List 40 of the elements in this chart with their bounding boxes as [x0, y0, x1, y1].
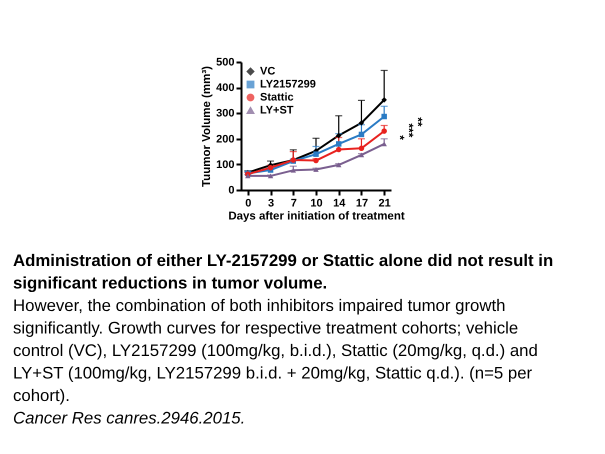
legend-label: VC — [260, 66, 276, 78]
point — [336, 141, 342, 147]
point — [381, 97, 387, 103]
point — [358, 152, 364, 158]
x-tick-label: 0 — [245, 198, 252, 210]
x-axis-title: Days after initiation of treatment — [228, 210, 405, 222]
point — [381, 142, 387, 146]
point — [268, 174, 274, 178]
point — [268, 164, 274, 170]
point — [381, 128, 387, 134]
y-tick-label: 100 — [216, 158, 234, 171]
point — [358, 146, 364, 152]
point — [313, 151, 319, 157]
text: However, the combination of both inhibitors impaired tumor growth significantly. Growth curves for respective treatment cohorts; vehicle control (VC), LY2157299 (100mg/kg, b.i.d.), Stattic (20mg/kg, q.d.) and LY+ST (100mg/kg, LY2157299 b.i.d. + 20mg/kg, Stattic q.d.). (n=5 per cohort). — [13, 296, 538, 405]
x-tick-label: 21 — [378, 198, 391, 210]
point — [336, 146, 342, 152]
legend-label: LY+ST — [260, 104, 294, 116]
x-tick-label: 17 — [356, 198, 368, 210]
y-tick-label: 200 — [216, 133, 234, 146]
point — [336, 162, 342, 168]
point — [313, 158, 319, 164]
y-tick-label: 300 — [216, 108, 234, 120]
y-tick-label: 0 — [228, 184, 234, 196]
point — [245, 174, 251, 178]
point — [381, 114, 387, 120]
annotation: * — [393, 135, 408, 140]
x-tick-label: 14 — [333, 198, 346, 210]
point — [336, 132, 342, 138]
y-tick-label: 500 — [216, 56, 234, 68]
y-tick-label: 400 — [216, 82, 234, 94]
text: Administration of either LY-2157299 or Stattic alone did not result in significant reductions in tumor volume. — [13, 251, 554, 292]
y-axis-title: Tuumor Volume (mm³) — [201, 66, 214, 187]
x-tick-label: 3 — [268, 198, 274, 210]
legend-label: Stattic — [260, 92, 294, 104]
point — [358, 132, 364, 138]
point — [358, 120, 364, 126]
x-tick-label: 10 — [310, 198, 323, 210]
x-tick-label: 7 — [290, 198, 297, 210]
text: Cancer Res canres.2946.2015. — [13, 408, 246, 428]
legend-label: LY2157299 — [260, 78, 316, 90]
